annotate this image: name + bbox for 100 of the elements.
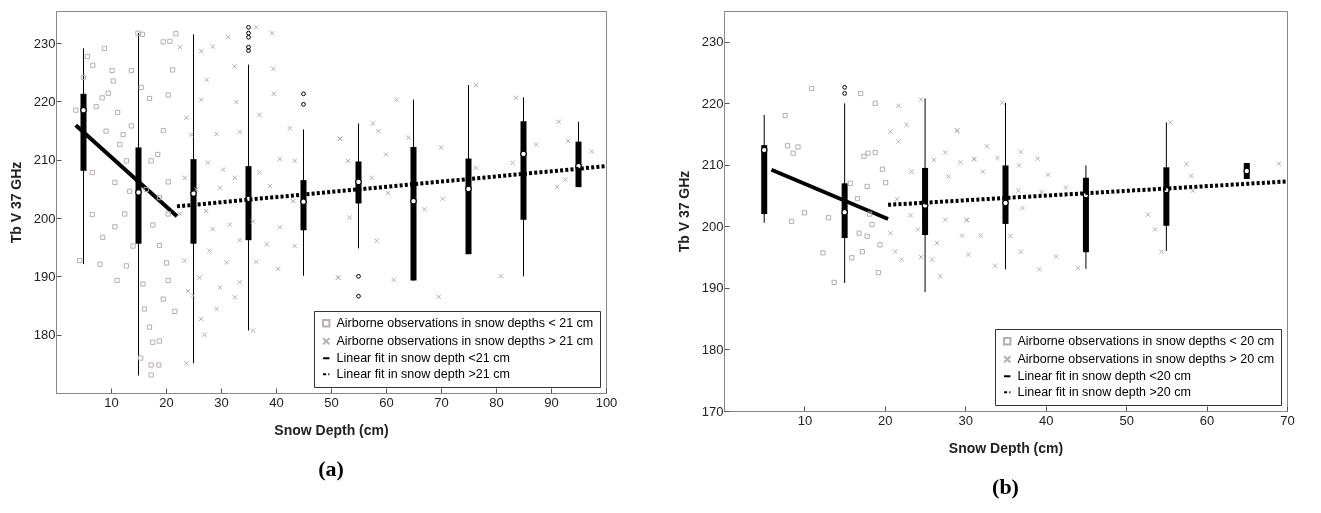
point (110, 78, 116, 84)
point (122, 211, 128, 217)
text: (a) (318, 456, 344, 481)
point (895, 103, 902, 109)
point (869, 221, 875, 228)
point (1276, 160, 1282, 167)
point (1183, 161, 1190, 167)
point (160, 127, 166, 134)
y-tick-label: 230 (33, 35, 56, 51)
point (899, 256, 905, 263)
y-tick-label: 220 (33, 93, 56, 109)
point (156, 242, 163, 249)
point (801, 210, 808, 216)
point (120, 132, 126, 138)
point (883, 180, 889, 186)
point (128, 123, 134, 129)
point (942, 216, 948, 223)
y-tick-label: 210 (701, 157, 724, 173)
point (864, 233, 870, 239)
point (1152, 226, 1158, 233)
x-tick-label: 20 (159, 394, 174, 410)
point (831, 279, 837, 286)
point (820, 250, 826, 256)
point (169, 67, 176, 73)
x-axis-title: Snow Depth (cm) (274, 421, 389, 438)
point (140, 281, 146, 287)
point (994, 155, 1001, 161)
point (123, 263, 130, 269)
point (117, 141, 123, 148)
point (858, 90, 864, 97)
x-tick-label: 50 (324, 394, 339, 410)
x-tick-label: 10 (797, 412, 813, 428)
x-tick-label: 40 (1038, 412, 1054, 428)
x-tick-label: 60 (1199, 412, 1215, 428)
point (112, 224, 118, 230)
point (790, 150, 796, 156)
point (100, 234, 106, 240)
x-tick-label: 70 (1280, 412, 1295, 428)
point (80, 74, 87, 81)
point (1188, 173, 1194, 179)
y-tick-label: 190 (33, 268, 56, 284)
point (859, 248, 865, 255)
x-tick-label: 50 (1119, 412, 1134, 428)
point (165, 179, 171, 185)
point (127, 188, 133, 194)
point (150, 222, 156, 228)
point (865, 150, 871, 156)
point (847, 180, 853, 186)
y-tick-label: 180 (701, 341, 724, 357)
x-tick-label: 70 (434, 394, 449, 410)
point (1016, 162, 1022, 169)
point (1036, 266, 1042, 273)
point (1145, 212, 1151, 218)
point (173, 31, 179, 37)
point (942, 149, 948, 156)
point (156, 338, 163, 344)
point (1053, 253, 1059, 260)
x-tick-label: 80 (489, 394, 504, 410)
point (795, 144, 801, 150)
x-axis-title: Snow Depth (cm) (948, 439, 1064, 456)
point (167, 38, 173, 44)
x-tick-label: 10 (104, 394, 119, 410)
y-tick-label: 200 (701, 218, 724, 234)
y-tick-label: 170 (701, 403, 724, 419)
point (148, 158, 154, 164)
point (77, 257, 83, 264)
y-axis-title: Tb V 37 GHz (675, 170, 692, 253)
point (114, 109, 121, 116)
y-tick-label: 200 (33, 210, 56, 226)
point (903, 122, 910, 128)
point (148, 362, 154, 368)
point (887, 230, 894, 236)
point (84, 53, 90, 60)
point (93, 104, 99, 110)
legend-label: Linear fit in snow depth >20 cm (1017, 385, 1191, 400)
point (877, 242, 883, 248)
point (73, 107, 79, 113)
point (984, 143, 990, 150)
legend-label: Airborne observations in snow depths > 20 cm (1017, 352, 1275, 367)
point (141, 306, 148, 312)
point (103, 128, 109, 134)
point (109, 67, 115, 74)
y-tick-label: 180 (33, 327, 56, 343)
point (138, 355, 144, 361)
point (139, 31, 145, 37)
point (849, 255, 855, 261)
legend-label: Airborne observations in snow depths < 20 cm (1017, 334, 1275, 349)
point (89, 211, 95, 218)
point (861, 153, 867, 159)
point (872, 100, 878, 106)
point (160, 296, 166, 302)
point (959, 232, 965, 239)
point (146, 95, 153, 102)
point (143, 186, 149, 193)
point (165, 92, 171, 98)
x-tick-label: 30 (214, 394, 229, 410)
point (123, 158, 130, 164)
point (165, 211, 171, 217)
y-tick-label: 190 (701, 280, 724, 296)
point (156, 362, 162, 368)
